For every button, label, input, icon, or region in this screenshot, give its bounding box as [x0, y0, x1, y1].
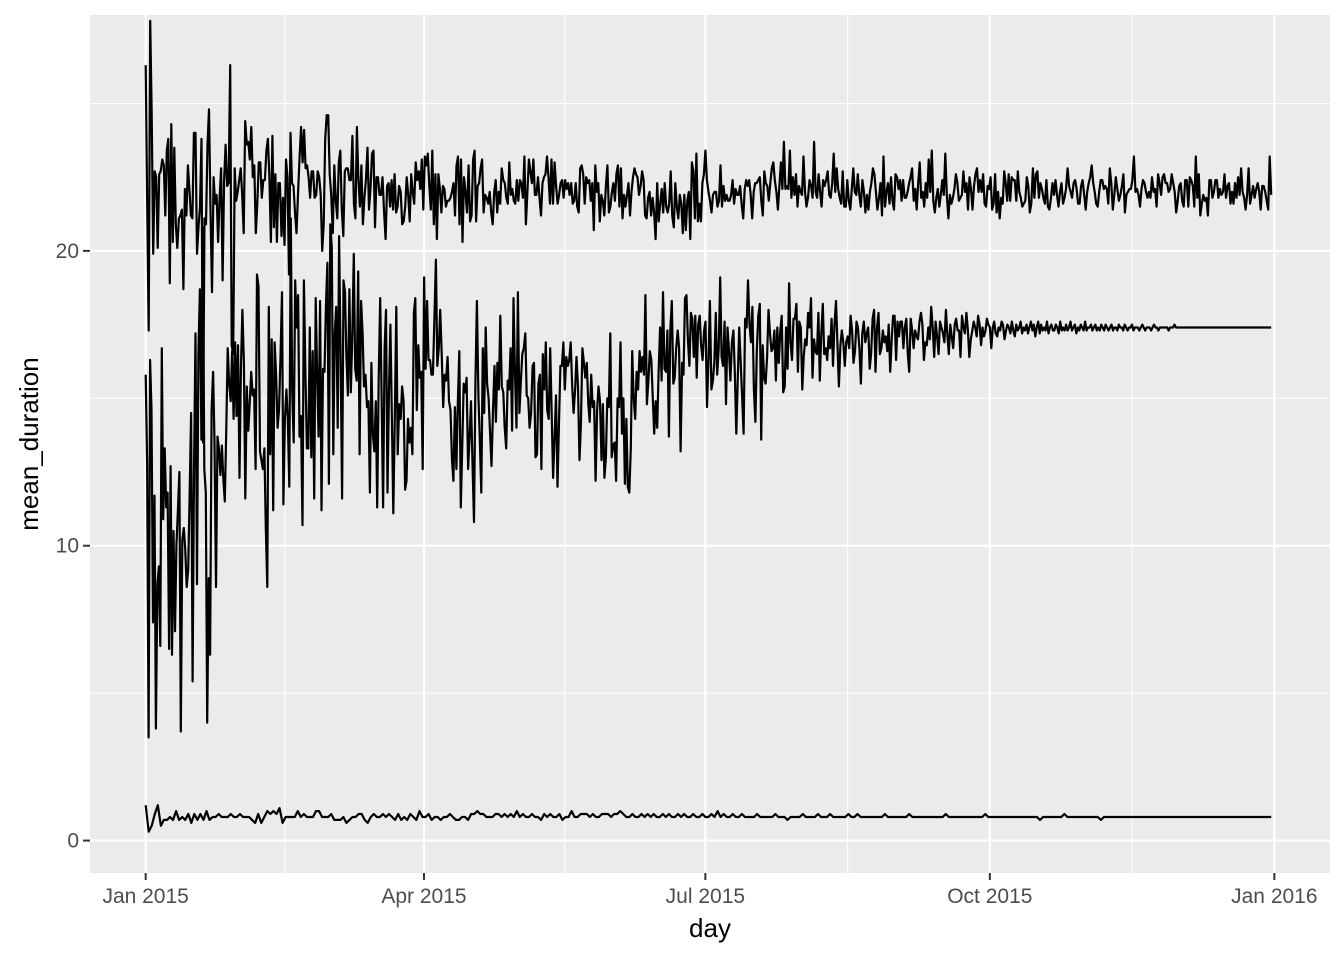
x-axis: Jan 2015 Apr 2015 Jul 2015 Oct 2015 Jan 2016 [102, 873, 1318, 908]
y-tick-label: 20 [56, 240, 79, 263]
y-tick-label: 0 [67, 830, 79, 853]
y-axis: 0 10 20 [56, 240, 90, 853]
x-tick-label: Apr 2015 [381, 885, 466, 908]
series-line-2 [144, 217, 1272, 739]
x-axis-title: day [689, 913, 731, 943]
x-tick-label: Oct 2015 [947, 885, 1032, 908]
series-layer [144, 19, 1273, 833]
x-tick-label: Jul 2015 [666, 885, 745, 908]
y-axis-title: mean_duration [14, 357, 44, 530]
series-line-3 [144, 804, 1272, 833]
x-tick-label: Jan 2016 [1231, 885, 1317, 908]
grid-major [90, 15, 1330, 873]
y-tick-label: 10 [56, 535, 79, 558]
x-tick-label: Jan 2015 [102, 885, 188, 908]
grid-minor [90, 15, 1330, 873]
series-line-1 [144, 19, 1273, 444]
plot-panel [90, 15, 1330, 873]
